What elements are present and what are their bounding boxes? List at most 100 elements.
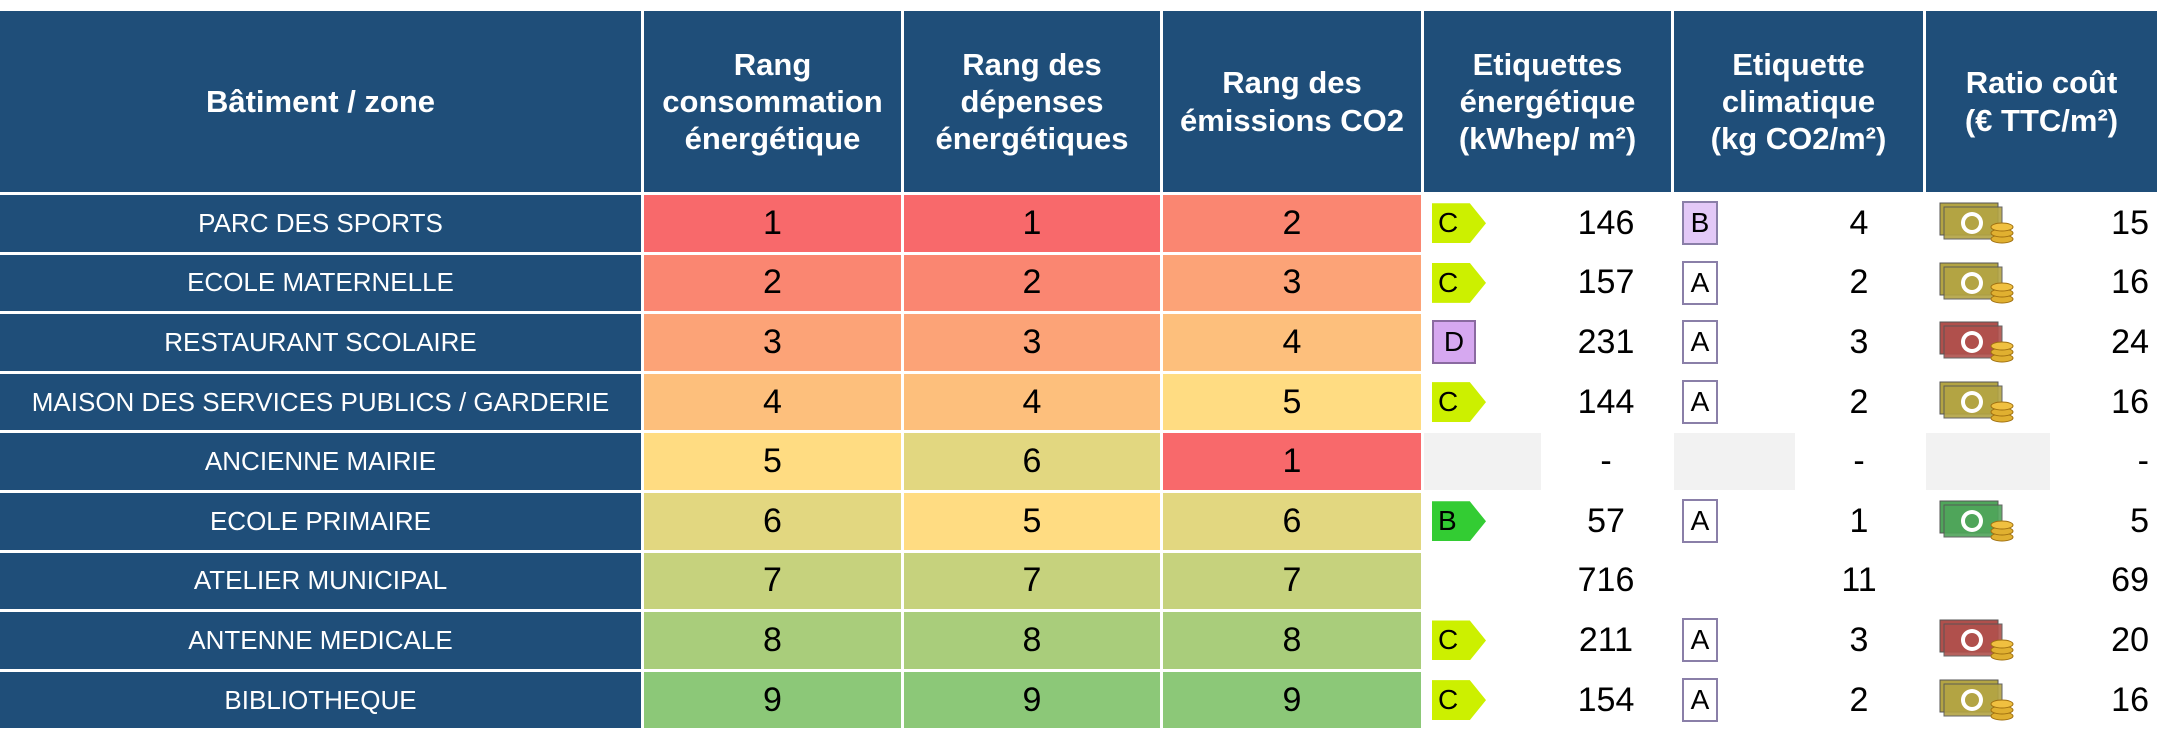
energy-value: 231: [1541, 314, 1671, 371]
energy-value: 157: [1541, 254, 1671, 312]
cost-icon-cell: [1926, 195, 2050, 252]
cost-value: -: [2050, 433, 2157, 490]
building-name: PARC DES SPORTS: [0, 195, 641, 252]
climate-label: B: [1682, 201, 1718, 246]
rank-cell: 5: [644, 433, 901, 490]
rank-cell: 5: [904, 493, 1160, 550]
energy-label: C: [1432, 262, 1486, 303]
header-line: Bâtiment / zone: [205, 83, 436, 119]
energy-value: 144: [1541, 373, 1671, 431]
climate-label-cell: A: [1674, 493, 1795, 550]
building-name: BIBLIOTHEQUE: [0, 671, 641, 729]
header-line: (€ TTC/m²): [1964, 102, 2119, 138]
header-cell: Ratio coût (€ TTC/m²): [1926, 11, 2157, 192]
header-line: Ratio coût: [1965, 65, 2118, 101]
header-cell: Etiquettes énergétique (kWhep/ m²): [1424, 11, 1671, 192]
rank-cell: 3: [1163, 254, 1421, 312]
rank-cell: 7: [904, 552, 1160, 610]
energy-label-cell: [1424, 433, 1541, 490]
cost-icon: [1939, 262, 2014, 304]
header-line: énergétiques: [935, 121, 1129, 157]
cost-icon-cell: [1926, 314, 2050, 371]
climate-value: 2: [1795, 254, 1923, 312]
energy-label-cell: B: [1424, 493, 1541, 550]
rank-cell: 2: [644, 254, 901, 312]
header-line: énergétique: [1459, 83, 1636, 119]
cost-icon: [1939, 381, 2014, 423]
building-name: ECOLE PRIMAIRE: [0, 493, 641, 550]
header-cell: Rang des émissions CO2: [1163, 11, 1421, 192]
header-line: Rang des: [1222, 65, 1362, 101]
header-cell: Etiquette climatique (kg CO2/m²): [1674, 11, 1923, 192]
cost-icon-cell: [1926, 552, 2050, 610]
header-line: climatique: [1721, 83, 1876, 119]
rank-cell: 8: [644, 612, 901, 669]
climate-label: A: [1682, 499, 1718, 544]
header-line: émissions CO2: [1180, 102, 1404, 138]
rank-cell: 5: [1163, 373, 1421, 431]
cost-icon-cell: [1926, 373, 2050, 431]
cost-icon: [1939, 619, 2014, 661]
energy-label: D: [1432, 320, 1476, 365]
energy-label-cell: C: [1424, 373, 1541, 431]
header-line: Etiquettes: [1472, 46, 1623, 82]
energy-value: 57: [1541, 493, 1671, 550]
rank-cell: 9: [644, 671, 901, 729]
climate-value: 3: [1795, 612, 1923, 669]
header-line: (kg CO2/m²): [1710, 121, 1887, 157]
energy-label-cell: C: [1424, 671, 1541, 729]
climate-value: 11: [1795, 552, 1923, 610]
climate-label-cell: A: [1674, 612, 1795, 669]
energy-label-cell: C: [1424, 612, 1541, 669]
climate-value: 3: [1795, 314, 1923, 371]
cost-value: 16: [2050, 254, 2157, 312]
header-line: énergétique: [684, 121, 861, 157]
building-name: ANCIENNE MAIRIE: [0, 433, 641, 490]
energy-value: 716: [1541, 552, 1671, 610]
header-line: dépenses: [960, 83, 1104, 119]
header-line: consommation: [662, 83, 883, 119]
cost-value: 16: [2050, 373, 2157, 431]
climate-value: 2: [1795, 373, 1923, 431]
header-cell: Rang des dépenses énergétiques: [904, 11, 1160, 192]
rank-cell: 7: [1163, 552, 1421, 610]
cost-value: 15: [2050, 195, 2157, 252]
energy-label-cell: D: [1424, 314, 1541, 371]
header-line: Rang: [733, 46, 812, 82]
climate-label: A: [1682, 678, 1718, 723]
energy-label-cell: C: [1424, 195, 1541, 252]
energy-value: 211: [1541, 612, 1671, 669]
cost-icon: [1939, 321, 2014, 363]
cost-icon-cell: [1926, 671, 2050, 729]
cost-icon-cell: [1926, 612, 2050, 669]
climate-label: A: [1682, 260, 1718, 305]
cost-value: 69: [2050, 552, 2157, 610]
header-cell: Bâtiment / zone: [0, 11, 641, 192]
rank-cell: 6: [1163, 493, 1421, 550]
building-name: MAISON DES SERVICES PUBLICS / GARDERIE: [0, 373, 641, 431]
climate-label-cell: A: [1674, 314, 1795, 371]
climate-value: 4: [1795, 195, 1923, 252]
climate-label-cell: [1674, 433, 1795, 490]
cost-icon: [1939, 500, 2014, 542]
climate-label: A: [1682, 618, 1718, 663]
cost-icon: [1939, 679, 2014, 721]
rank-cell: 1: [1163, 433, 1421, 490]
climate-value: 2: [1795, 671, 1923, 729]
energy-value: 154: [1541, 671, 1671, 729]
header-line: Etiquette: [1732, 46, 1865, 82]
energy-label: C: [1432, 680, 1486, 721]
rank-cell: 2: [904, 254, 1160, 312]
rank-cell: 3: [904, 314, 1160, 371]
rank-cell: 4: [644, 373, 901, 431]
header-cell: Rang consommation énergétique: [644, 11, 901, 192]
rank-cell: 4: [904, 373, 1160, 431]
building-name: RESTAURANT SCOLAIRE: [0, 314, 641, 371]
cost-icon-cell: [1926, 493, 2050, 550]
climate-label-cell: B: [1674, 195, 1795, 252]
rank-cell: 1: [904, 195, 1160, 252]
header-line: Rang des: [962, 46, 1102, 82]
energy-label-cell: C: [1424, 254, 1541, 312]
rank-cell: 6: [904, 433, 1160, 490]
climate-label-cell: A: [1674, 254, 1795, 312]
